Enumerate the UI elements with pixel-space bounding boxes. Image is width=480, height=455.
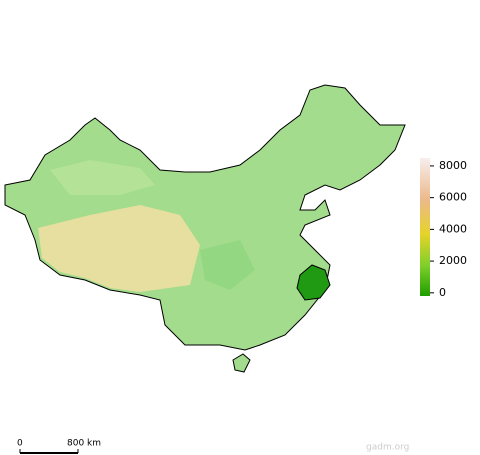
legend-tick-label: 6000	[439, 191, 467, 204]
color-bar	[420, 158, 430, 296]
china-map	[4, 84, 406, 373]
legend: 0 2000 4000 6000 8000	[420, 158, 467, 299]
scale-start: 0	[17, 439, 23, 449]
legend-tick-label: 4000	[439, 222, 467, 235]
lowland	[200, 240, 255, 290]
plateau	[38, 205, 200, 292]
legend-tick-label: 8000	[439, 159, 467, 172]
source: gadm.org	[366, 443, 409, 453]
legend-tick-label: 2000	[439, 254, 467, 267]
scale-end: 800 km	[67, 439, 101, 449]
island	[232, 353, 251, 373]
basin	[50, 160, 155, 195]
scale-bar: 0 800 km	[17, 439, 101, 454]
highlighted-province	[296, 264, 331, 301]
legend-tick-label: 0	[439, 286, 446, 299]
country-outline	[4, 84, 406, 351]
